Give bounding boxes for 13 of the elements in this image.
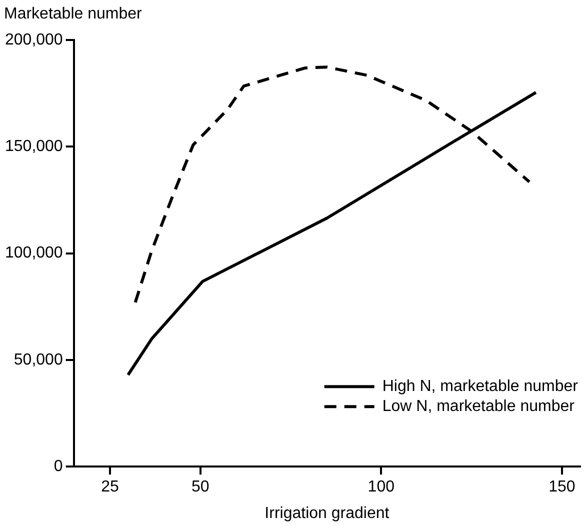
y-tick-label: 50,000 bbox=[14, 351, 63, 368]
legend-label: High N, marketable number bbox=[382, 378, 579, 396]
x-tick-label: 25 bbox=[101, 478, 119, 496]
y-tick-label: 0 bbox=[54, 458, 63, 476]
x-tick-label: 150 bbox=[548, 478, 576, 496]
legend-label: Low N, marketable number bbox=[382, 398, 576, 416]
x-axis-title: Irrigation gradient bbox=[264, 504, 390, 522]
y-axis-title: Marketable number bbox=[4, 5, 143, 22]
y-tick-label: 100,000 bbox=[4, 244, 63, 262]
x-tick-label: 100 bbox=[368, 478, 395, 496]
y-tick-label: 150,000 bbox=[4, 138, 63, 156]
y-tick-label: 200,000 bbox=[4, 31, 63, 48]
x-tick-label: 50 bbox=[191, 478, 210, 496]
